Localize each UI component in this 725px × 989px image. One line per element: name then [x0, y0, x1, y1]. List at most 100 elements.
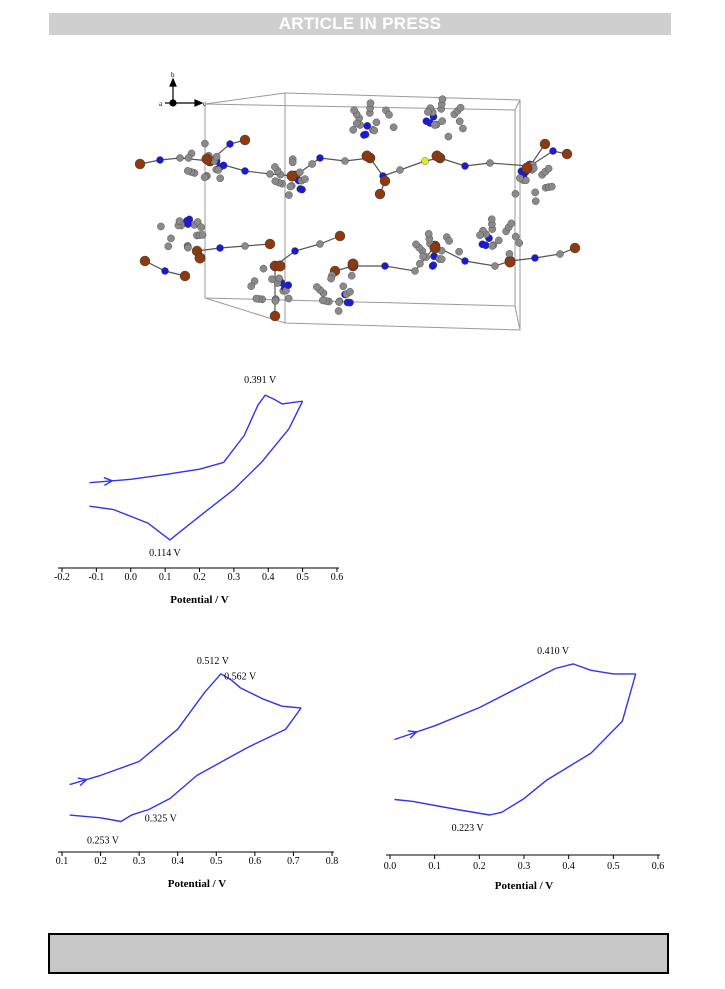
- atom: [456, 103, 465, 112]
- atom: [476, 231, 484, 239]
- x-tick-label: 0.4: [262, 572, 275, 583]
- x-tick-label: 0.2: [94, 856, 107, 867]
- x-tick-label: -0.1: [88, 572, 104, 583]
- x-tick-label: 0.5: [210, 856, 223, 867]
- bond-chain: [434, 245, 511, 267]
- atom: [381, 262, 389, 270]
- atom: [157, 222, 165, 231]
- cv-curve-segment: [89, 400, 304, 541]
- x-tick-label: 0.3: [518, 861, 531, 872]
- atom: [268, 275, 276, 283]
- cv-plot-2: 0.1 0.2 0.3 0.4 0.5 0.6 0.7 0.8 Potential / V 0.5…: [56, 656, 339, 890]
- cv-curve-segment: [394, 673, 637, 816]
- atom: [360, 131, 368, 139]
- bond-chain: [509, 247, 576, 262]
- x-tick-label: 0.5: [607, 861, 620, 872]
- atom: [301, 175, 309, 183]
- atom: [370, 126, 379, 135]
- axis-indicator: b a c: [159, 71, 206, 108]
- atom: [424, 108, 432, 116]
- atom: [308, 160, 316, 168]
- atom: [198, 231, 207, 239]
- x-tick-label: 0.7: [287, 856, 300, 867]
- peak-potential-label: 0.391 V: [244, 375, 277, 386]
- cv-curve-segment: [89, 394, 303, 484]
- atom: [200, 173, 209, 182]
- footer-gray-box: [48, 933, 669, 974]
- x-tick-label: 0.1: [56, 856, 69, 867]
- x-tick-label: 0.2: [473, 861, 486, 872]
- atom: [335, 298, 343, 306]
- atom: [561, 148, 573, 160]
- atom: [295, 168, 304, 177]
- atom: [396, 166, 404, 174]
- atom: [284, 294, 293, 303]
- x-tick-label: 0.1: [428, 861, 441, 872]
- atom: [226, 140, 234, 148]
- atom: [412, 240, 420, 249]
- atom: [135, 158, 146, 170]
- atom: [184, 243, 192, 252]
- atom: [437, 255, 446, 263]
- x-tick-label: 0.6: [331, 572, 344, 583]
- atom: [347, 271, 356, 280]
- atom: [271, 297, 280, 305]
- axis-label-a: a: [159, 100, 163, 108]
- atom: [374, 188, 386, 200]
- axis-label-c: c: [203, 100, 206, 108]
- atom: [339, 282, 348, 291]
- atom: [424, 230, 433, 238]
- peak-potential-label: 0.562 V: [224, 672, 257, 683]
- copper-atom: [431, 150, 443, 162]
- atom: [422, 117, 431, 126]
- atom: [531, 188, 540, 197]
- atom: [247, 282, 255, 290]
- atom: [389, 123, 398, 132]
- copper-atom: [286, 170, 298, 182]
- atom: [372, 118, 381, 127]
- atom: [316, 154, 324, 162]
- atom: [459, 124, 467, 133]
- atom: [275, 274, 283, 283]
- x-tick-label: 0.8: [326, 856, 339, 867]
- atom: [491, 262, 499, 270]
- atom: [185, 215, 194, 224]
- x-tick-label: 0.0: [384, 861, 397, 872]
- atom: [239, 134, 251, 146]
- atom: [266, 170, 274, 178]
- axis-label-b: b: [171, 71, 175, 79]
- atom: [313, 283, 321, 291]
- atom: [271, 163, 279, 171]
- atom: [212, 152, 221, 161]
- atom: [547, 182, 556, 191]
- peak-potential-label: 0.253 V: [87, 836, 120, 847]
- atom: [455, 117, 464, 126]
- copper-atom: [274, 260, 286, 272]
- atom: [556, 250, 564, 258]
- cv-curve-segment: [394, 663, 636, 741]
- atom: [184, 167, 192, 175]
- atom: [516, 174, 524, 182]
- copper-atom: [201, 153, 213, 165]
- copper-atom: [521, 162, 533, 174]
- atom: [334, 230, 346, 242]
- x-axis-label: Potential / V: [170, 594, 229, 606]
- atom: [438, 117, 447, 125]
- atom: [478, 240, 487, 249]
- cv-curve-segment: [69, 673, 302, 786]
- x-tick-label: 0.5: [296, 572, 309, 583]
- atom: [487, 215, 496, 224]
- x-tick-label: 0.6: [249, 856, 262, 867]
- atom: [531, 197, 540, 205]
- x-tick-label: 0.2: [193, 572, 206, 583]
- atom: [201, 139, 209, 148]
- atom: [430, 121, 439, 129]
- atom: [419, 252, 427, 261]
- bond-chain: [294, 157, 371, 177]
- atom: [350, 106, 358, 115]
- peak-potential-label: 0.410 V: [537, 646, 570, 657]
- bond-chain: [439, 157, 531, 167]
- atom: [156, 156, 164, 164]
- atom: [379, 175, 391, 187]
- atom: [264, 238, 276, 250]
